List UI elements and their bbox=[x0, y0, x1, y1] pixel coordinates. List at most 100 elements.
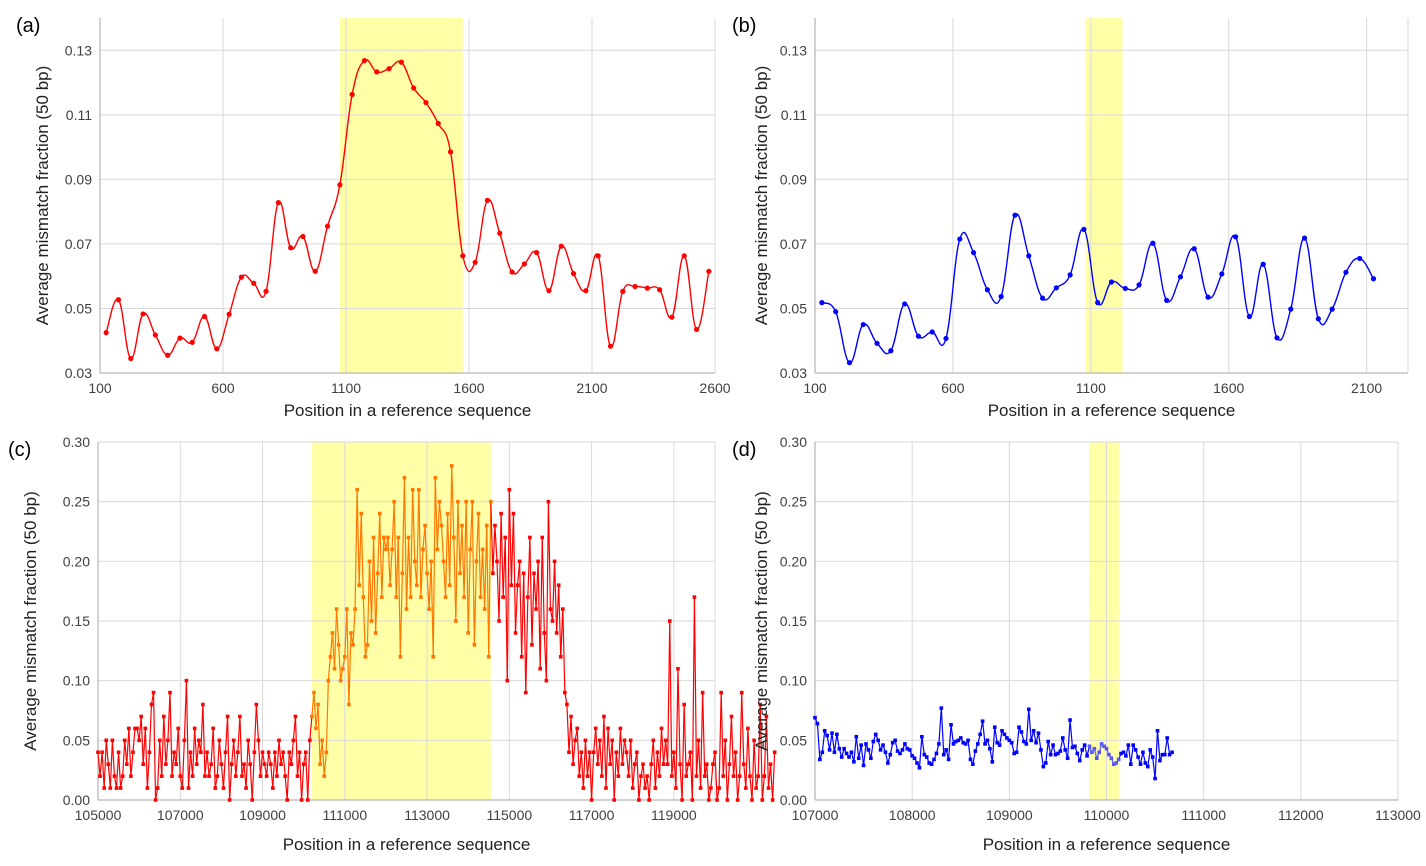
data-point bbox=[1126, 743, 1131, 747]
data-point bbox=[281, 750, 285, 755]
data-point bbox=[215, 774, 220, 778]
data-point bbox=[589, 798, 594, 802]
series-segment bbox=[870, 741, 874, 759]
data-point bbox=[141, 762, 146, 766]
data-point bbox=[663, 738, 668, 743]
data-point bbox=[149, 702, 154, 707]
data-point bbox=[624, 750, 629, 755]
series-segment bbox=[403, 477, 408, 610]
series-segment bbox=[576, 728, 580, 777]
series-segment bbox=[323, 752, 327, 777]
x-tick-label: 109000 bbox=[239, 807, 286, 823]
data-point bbox=[741, 762, 746, 766]
data-point bbox=[620, 288, 626, 294]
data-point bbox=[760, 798, 765, 802]
series-segment bbox=[745, 728, 749, 789]
x-tick-label: 107000 bbox=[157, 807, 204, 823]
series-segment bbox=[278, 740, 282, 765]
data-point bbox=[361, 595, 366, 599]
data-point bbox=[733, 750, 738, 755]
data-point bbox=[143, 726, 148, 731]
data-point bbox=[484, 523, 489, 528]
data-point bbox=[567, 750, 571, 755]
series-segment bbox=[1033, 730, 1037, 743]
y-tick-label: 0.10 bbox=[63, 673, 90, 689]
data-point bbox=[406, 535, 411, 540]
series-segment bbox=[305, 752, 309, 801]
data-point bbox=[1048, 752, 1053, 757]
series-segment bbox=[724, 740, 728, 801]
series-segment bbox=[253, 704, 257, 753]
series-segment bbox=[714, 752, 718, 801]
data-point bbox=[1164, 297, 1170, 303]
data-point bbox=[260, 750, 265, 755]
data-point bbox=[704, 762, 709, 766]
data-point bbox=[521, 571, 526, 576]
data-point bbox=[199, 750, 203, 755]
data-point bbox=[98, 774, 102, 778]
data-point bbox=[495, 559, 499, 564]
data-point bbox=[523, 690, 528, 695]
data-point bbox=[365, 643, 370, 647]
data-point bbox=[324, 750, 329, 755]
data-point bbox=[546, 499, 551, 504]
data-point bbox=[980, 719, 985, 724]
data-point bbox=[250, 798, 255, 802]
data-point bbox=[225, 714, 230, 719]
data-point bbox=[1119, 751, 1123, 756]
data-point bbox=[1153, 776, 1157, 781]
y-tick-label: 0.20 bbox=[780, 553, 807, 569]
x-tick-label: 600 bbox=[211, 380, 235, 396]
data-point bbox=[509, 583, 514, 587]
series-segment bbox=[972, 750, 976, 765]
data-point bbox=[706, 268, 712, 274]
data-point bbox=[429, 559, 433, 564]
data-point bbox=[300, 233, 306, 240]
data-point bbox=[214, 346, 220, 352]
series-segment bbox=[706, 764, 710, 801]
data-point bbox=[1039, 748, 1043, 752]
series-segment bbox=[1025, 709, 1030, 744]
series-segment bbox=[702, 692, 706, 777]
data-point bbox=[100, 750, 104, 755]
data-point bbox=[907, 748, 912, 752]
data-point bbox=[135, 726, 139, 731]
series-segment bbox=[566, 704, 570, 753]
data-point bbox=[347, 702, 351, 707]
data-point bbox=[484, 197, 491, 203]
data-point bbox=[859, 743, 863, 747]
data-point bbox=[587, 750, 592, 755]
data-point bbox=[240, 774, 244, 778]
data-point bbox=[427, 607, 431, 611]
data-point bbox=[468, 547, 473, 552]
data-point bbox=[478, 595, 483, 599]
data-point bbox=[573, 738, 577, 743]
data-point bbox=[515, 583, 520, 587]
data-point bbox=[1170, 750, 1174, 755]
series-segment bbox=[994, 727, 998, 743]
data-point bbox=[147, 750, 152, 755]
series-segment bbox=[492, 525, 496, 574]
series-segment bbox=[862, 743, 867, 766]
x-tick-label: 113000 bbox=[1375, 807, 1421, 823]
data-point bbox=[934, 751, 939, 756]
data-point bbox=[396, 535, 401, 540]
data-point bbox=[1007, 738, 1012, 743]
data-point bbox=[692, 595, 697, 599]
series-segment bbox=[1139, 752, 1144, 765]
data-point bbox=[217, 738, 222, 743]
series-segment bbox=[379, 513, 383, 598]
data-point bbox=[881, 743, 885, 747]
data-point bbox=[349, 631, 353, 635]
series-segment bbox=[498, 513, 502, 622]
data-point bbox=[480, 547, 485, 552]
data-point bbox=[291, 738, 296, 743]
series-segment bbox=[412, 489, 416, 562]
data-point bbox=[252, 750, 257, 755]
data-point bbox=[497, 619, 501, 623]
series-segment bbox=[202, 704, 206, 777]
data-point bbox=[622, 738, 627, 743]
series-segment bbox=[325, 680, 329, 753]
x-axis-title: Position in a reference sequence bbox=[983, 835, 1231, 854]
x-tick-label: 113000 bbox=[404, 807, 450, 823]
